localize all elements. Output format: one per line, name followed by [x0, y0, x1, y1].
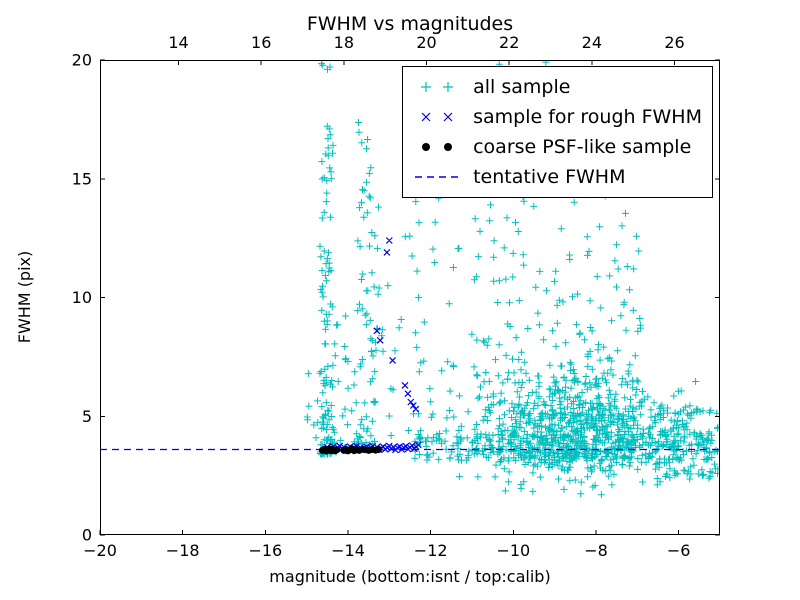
- legend-box: all sample sample for rough FWHM coarse …: [402, 66, 713, 198]
- x-tick-label-bottom: −10: [496, 541, 530, 560]
- x-tick-label-top: 22: [499, 33, 519, 52]
- legend-row: sample for rough FWHM: [413, 102, 702, 132]
- y-tick-label: 15: [72, 169, 92, 188]
- series-all-sample: [303, 60, 720, 499]
- dashed-line-icon: [415, 176, 462, 178]
- y-tick-label: 0: [82, 526, 92, 545]
- plus-marker-icon: [421, 82, 454, 92]
- chart-title: FWHM vs magnitudes: [307, 13, 513, 35]
- legend-row: tentative FWHM: [413, 162, 702, 192]
- x-tick-label-bottom: −16: [248, 541, 282, 560]
- series-layer: [100, 60, 720, 499]
- y-tick-label: 10: [72, 288, 92, 307]
- x-tick-label-bottom: −14: [331, 541, 365, 560]
- dot-marker-icon: [422, 143, 453, 151]
- legend-row: all sample: [413, 72, 702, 102]
- x-tick-label-top: 20: [416, 33, 436, 52]
- x-marker-icon: [421, 112, 453, 122]
- x-tick-label-top: 14: [168, 33, 188, 52]
- legend-row: coarse PSF-like sample: [413, 132, 702, 162]
- x-tick-label-top: 26: [664, 33, 684, 52]
- y-tick-label: 20: [72, 51, 92, 70]
- x-tick-label-bottom: −6: [667, 541, 691, 560]
- plot-area: −20 −18 −16 −14 −12 −10 −8 −6 14 16 18 20 22 24 26 0 5 10…: [72, 33, 720, 560]
- x-tick-label-top: 24: [582, 33, 602, 52]
- x-tick-label-top: 16: [251, 33, 271, 52]
- x-tick-label-bottom: −20: [83, 541, 117, 560]
- x-tick-label-bottom: −18: [166, 541, 200, 560]
- legend-label: coarse PSF-like sample: [473, 136, 692, 158]
- legend-label: all sample: [473, 76, 571, 98]
- x-tick-label-bottom: −12: [414, 541, 448, 560]
- x-tick-label-top: 18: [334, 33, 354, 52]
- series-psf-like: [318, 445, 383, 455]
- x-tick-label-bottom: −8: [584, 541, 608, 560]
- y-tick-label: 5: [82, 407, 92, 426]
- legend-label: tentative FWHM: [473, 166, 626, 188]
- legend-label: sample for rough FWHM: [473, 106, 702, 128]
- x-axis-label: magnitude (bottom:isnt / top:calib): [269, 567, 550, 586]
- y-axis-label: FWHM (pix): [15, 251, 34, 344]
